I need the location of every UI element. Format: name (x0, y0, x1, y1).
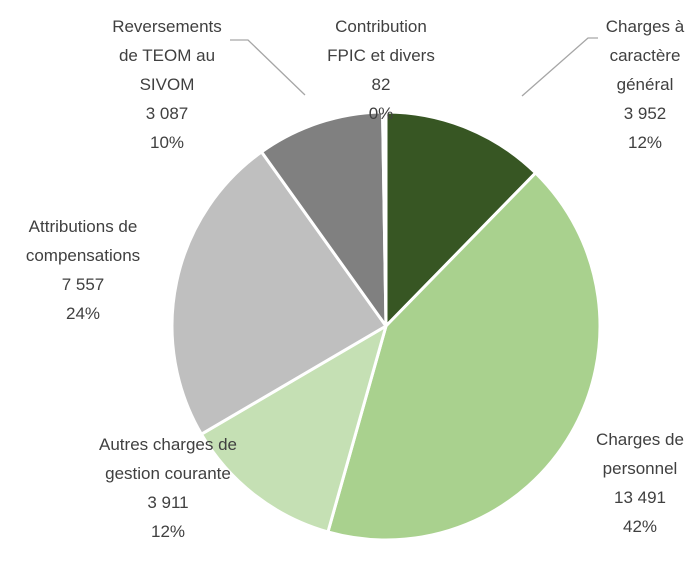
data-label: Reversements de TEOM au SIVOM 3 087 10% (104, 12, 230, 157)
value-label: 3 087 (145, 104, 189, 123)
percent-label: 24% (65, 304, 101, 323)
value-label: 3 952 (623, 104, 667, 123)
category-label: Autres charges de gestion courante (99, 435, 237, 483)
category-label: Reversements de TEOM au SIVOM (112, 17, 222, 94)
pie-slice (384, 110, 538, 328)
pie-slice (381, 110, 388, 328)
pie-slice (170, 150, 388, 436)
leader-line (521, 37, 598, 97)
percent-label: 10% (149, 133, 185, 152)
percent-label: 12% (150, 522, 186, 541)
category-label: Attributions de compensations (25, 217, 141, 265)
data-label: Contribution FPIC et divers 82 0% (315, 12, 447, 128)
value-label: 7 557 (61, 275, 105, 294)
category-label: Charges à caractère général (605, 17, 685, 94)
leader-line (230, 39, 306, 96)
value-label: 13 491 (614, 488, 666, 507)
value-label: 82 (371, 75, 391, 94)
value-label: 3 911 (147, 493, 189, 512)
pie-slice (326, 171, 602, 542)
data-label: Charges à caractère général 3 952 12% (595, 12, 695, 157)
percent-label: 42% (622, 517, 658, 536)
percent-label: 0% (368, 104, 394, 123)
percent-label: 12% (627, 133, 663, 152)
data-label: Charges de personnel 13 491 42% (584, 425, 696, 541)
category-label: Contribution FPIC et divers (327, 17, 435, 65)
category-label: Charges de personnel (596, 430, 684, 478)
data-label: Attributions de compensations 7 557 24% (7, 212, 159, 328)
pie-slice (260, 110, 388, 328)
data-label: Autres charges de gestion courante 3 911 1… (92, 430, 244, 546)
pie-slice (199, 324, 388, 534)
